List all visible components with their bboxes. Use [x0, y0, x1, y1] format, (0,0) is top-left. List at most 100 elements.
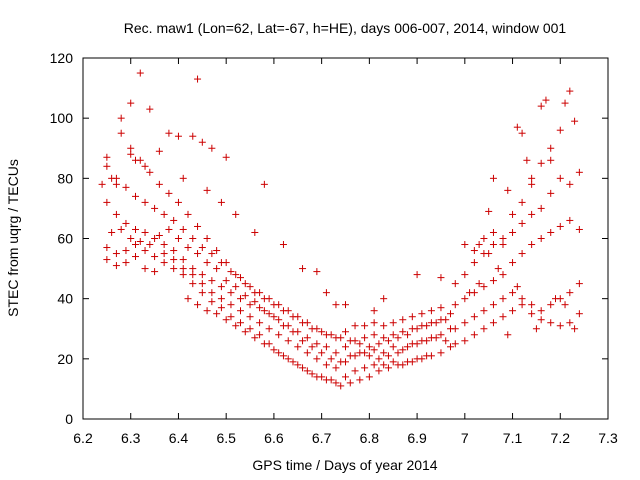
data-point: [537, 159, 545, 167]
data-point: [337, 382, 345, 390]
data-point: [179, 271, 187, 279]
data-point: [342, 301, 349, 309]
data-point: [380, 361, 388, 369]
data-point: [289, 358, 297, 366]
data-point: [136, 69, 144, 77]
data-point: [275, 316, 283, 324]
data-point: [237, 319, 244, 327]
data-point: [170, 265, 178, 273]
data-point: [389, 331, 397, 339]
data-point: [399, 346, 407, 354]
y-tick-label: 60: [57, 231, 73, 247]
data-point: [318, 373, 326, 381]
data-point: [308, 370, 316, 378]
data-point: [213, 310, 221, 318]
data-point: [518, 295, 526, 303]
data-point: [470, 313, 478, 321]
data-point: [547, 156, 555, 164]
data-point: [227, 301, 235, 309]
data-point: [270, 346, 278, 354]
data-point: [332, 301, 340, 309]
data-point: [299, 364, 307, 372]
data-point: [518, 129, 526, 137]
data-point: [480, 235, 488, 242]
data-point: [404, 331, 412, 339]
data-point: [528, 210, 536, 218]
data-point: [408, 313, 416, 321]
data-point: [194, 250, 202, 258]
data-point: [237, 295, 244, 303]
data-point: [155, 180, 163, 188]
data-point: [251, 298, 259, 306]
data-point: [232, 283, 240, 291]
data-point: [203, 307, 211, 315]
data-point: [189, 280, 197, 288]
x-axis-label: GPS time / Days of year 2014: [252, 457, 437, 473]
data-point: [547, 189, 555, 197]
data-point: [308, 343, 316, 351]
data-point: [217, 304, 225, 312]
chart-title: Rec. maw1 (Lon=62, Lat=-67, h=HE), days …: [124, 20, 567, 36]
data-point: [423, 337, 431, 345]
data-point: [413, 271, 421, 279]
data-point: [165, 129, 173, 137]
data-point: [380, 322, 388, 330]
data-point: [246, 313, 254, 321]
data-point: [217, 283, 225, 291]
y-tick-label: 20: [57, 351, 73, 367]
data-point: [117, 129, 125, 137]
y-axis: 0 20 40 60 80 100 120: [50, 50, 608, 427]
data-point: [566, 319, 574, 327]
data-point: [112, 210, 120, 218]
data-point: [270, 313, 278, 321]
data-point: [194, 301, 202, 309]
data-point: [337, 334, 345, 342]
data-point: [294, 343, 302, 351]
data-point: [509, 289, 517, 297]
data-point: [346, 337, 354, 345]
data-point: [528, 301, 536, 309]
data-point: [303, 367, 311, 375]
data-point: [299, 319, 307, 327]
data-point: [232, 322, 240, 330]
data-point: [332, 379, 340, 387]
data-point: [575, 280, 583, 288]
data-point: [499, 295, 507, 303]
data-point: [370, 346, 378, 354]
data-point: [427, 307, 435, 315]
data-point: [179, 265, 187, 273]
data-point: [461, 241, 469, 249]
x-tick-label: 6.4: [169, 430, 189, 446]
data-point: [232, 271, 240, 279]
data-point: [237, 274, 244, 282]
data-point: [313, 340, 321, 348]
data-point: [165, 189, 173, 197]
data-point: [413, 340, 421, 348]
data-point: [141, 228, 149, 236]
data-point: [518, 198, 526, 206]
data-point: [518, 250, 526, 258]
data-point: [413, 355, 421, 363]
data-point: [217, 198, 225, 206]
data-point: [222, 153, 230, 161]
data-point: [213, 247, 221, 255]
y-axis-label: STEC from uqrg / TECUs: [5, 159, 21, 317]
data-point: [442, 316, 450, 324]
data-point: [122, 259, 130, 267]
data-point: [208, 144, 216, 152]
data-point: [442, 337, 450, 345]
data-point: [504, 186, 512, 194]
data-point: [423, 352, 431, 360]
data-point: [365, 373, 373, 381]
data-point: [461, 319, 469, 327]
data-point: [499, 271, 507, 279]
data-point: [112, 250, 120, 258]
data-point: [279, 352, 287, 360]
data-point: [165, 225, 173, 233]
data-point: [547, 228, 555, 236]
data-point: [413, 325, 421, 333]
data-point: [251, 228, 259, 236]
data-point: [552, 295, 559, 303]
data-point: [132, 225, 139, 233]
y-tick-label: 120: [50, 50, 74, 66]
